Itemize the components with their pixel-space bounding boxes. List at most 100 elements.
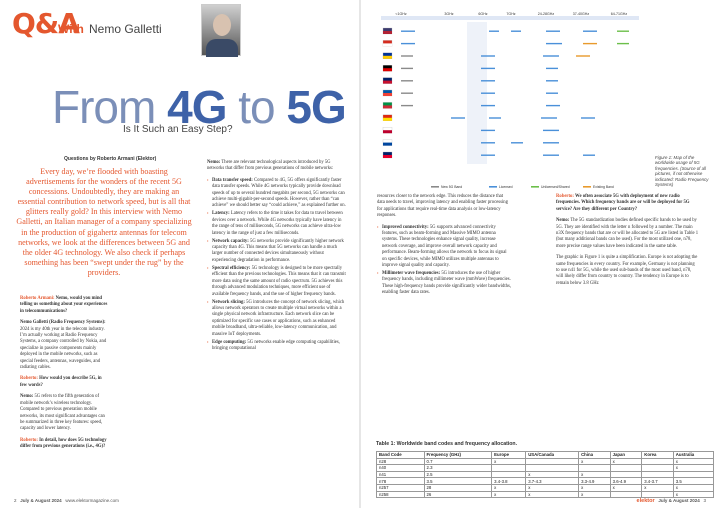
scale-label: 3GHz <box>444 12 453 16</box>
band-bar <box>543 55 559 57</box>
title-prefix: From <box>52 81 168 133</box>
right-page: <1GHz 3GHz 6GHz 7GHz 24-28GHz 37-40GHz 64-71GH… <box>361 0 720 508</box>
table-body: n28 0.7 x x x x n40 2.3 x n41 2.5 x x n78 3.5 3.4-3.8 3.… <box>376 457 715 499</box>
legend-label: New 5G Band <box>441 185 462 189</box>
list-item-text: 5G networks enable edge computing capabi… <box>212 339 340 351</box>
band-bar <box>401 30 415 32</box>
frequency-scale: <1GHz 3GHz 6GHz 7GHz 24-28GHz 37-40GHz 64-71GH… <box>381 12 639 164</box>
list-item-text: 5G introduces the use of higher frequenc… <box>382 271 512 296</box>
magazine-url[interactable]: www.elektormagazine.com <box>65 498 119 503</box>
scale-label: 7GHz <box>506 12 515 16</box>
flag-stripe <box>383 55 392 59</box>
band-bar <box>481 55 495 57</box>
question-4: Roberto: We often associate 5G with depl… <box>556 194 699 213</box>
band-bar <box>583 30 597 32</box>
band-bar <box>546 92 558 94</box>
list-item: Spectral efficiency: 5G technology is de… <box>207 266 347 298</box>
feature-list-cont: Improved connectivity: 5G supports advan… <box>377 225 511 297</box>
page-title: From 4G to 5G <box>52 81 347 133</box>
question-4-text: We often associate 5G with deployment of… <box>556 194 690 212</box>
issue-left: July & August 2024 <box>20 498 62 503</box>
table-row: n78 3.5 3.4-3.8 3.7-4.3 3.3-4.9 3.6-4.9 3.4-3.… <box>376 477 715 485</box>
table-cell: n257 <box>376 483 425 492</box>
table-cell: x <box>609 457 643 466</box>
band-bar <box>546 80 558 82</box>
table-cell: 3.4-3.8 <box>491 477 527 485</box>
answer-1-text: 2024 is my 40th year in the telecom indu… <box>20 326 107 371</box>
table-cell: x <box>672 490 715 499</box>
table-caption: Table 1: Worldwide band codes and freque… <box>376 441 518 447</box>
question-3-text: In detail, how does 5G technology differ… <box>20 437 107 450</box>
table-cell: x <box>525 490 580 499</box>
answer-1-speaker: Nemo Galletti (Radio Frequency Systems): <box>20 320 106 326</box>
table-cell <box>609 490 643 499</box>
table-row: n40 2.3 x <box>376 464 715 472</box>
band-bar <box>543 142 559 144</box>
band-bar <box>617 42 629 45</box>
list-item: Network capacity: 5G networks provide si… <box>207 239 347 265</box>
legend-swatch <box>531 186 539 188</box>
table-cell: x <box>578 470 611 479</box>
scale-label: 6GHz <box>478 12 487 16</box>
title-4g: 4G <box>167 81 227 133</box>
band-bar <box>401 67 413 70</box>
band-bar <box>583 154 595 156</box>
answer-2-text: 5G refers to the fifth generation of mob… <box>20 394 105 432</box>
footer-left: 2 July & August 2024 www.elektormagazine… <box>14 498 119 503</box>
table-cell <box>641 457 674 466</box>
author-name: Nemo Galletti <box>89 22 162 36</box>
list-item-text: Latency refers to the time it takes for … <box>212 211 343 236</box>
scale-label: 37-40GHz <box>573 12 590 16</box>
table-cell: x <box>578 483 611 492</box>
band-bar <box>481 92 495 94</box>
table-cell: x <box>491 457 527 466</box>
country-row <box>382 40 629 47</box>
band-bar <box>481 129 495 132</box>
title-5g: 5G <box>286 81 346 133</box>
flag-stripe <box>383 93 392 96</box>
table-cell: n28 <box>376 457 425 466</box>
portrait-face <box>213 14 231 36</box>
table-header-cell: Japan <box>609 451 643 459</box>
table-cell <box>491 464 527 472</box>
band-bar <box>481 67 495 70</box>
band-bar <box>543 154 559 156</box>
band-table: Band Code Frequency (GHz) Europe USA/Canada… <box>376 451 715 499</box>
table-cell <box>525 464 580 472</box>
table-row: n258 26 x x x x <box>376 490 715 499</box>
question-1-speaker: Roberto Armani: <box>20 296 55 301</box>
page-gutter <box>359 0 361 508</box>
list-item: Network slicing: 5G introduces the conce… <box>207 300 347 338</box>
highlight-column <box>467 22 487 164</box>
list-item: Data transfer speed: Compared to 4G, 5G … <box>207 178 347 210</box>
table-cell: n258 <box>376 490 425 499</box>
question-2-text: How would you describe 5G, in few words? <box>20 376 102 388</box>
legend-label: Existing Band <box>593 185 614 189</box>
table-cell <box>609 470 643 479</box>
scale-label: <1GHz <box>395 12 406 16</box>
band-bar <box>546 42 562 45</box>
scale-label: 64-71GHz <box>611 12 628 16</box>
table-cell: x <box>578 490 611 499</box>
question-2: Roberto: How would you describe 5G, in f… <box>20 376 109 389</box>
question-3: Roberto: In detail, how does 5G technolo… <box>20 438 109 451</box>
table-cell: x <box>491 483 527 492</box>
list-item: Millimeter wave frequencies: 5G introduc… <box>377 271 511 297</box>
band-bar <box>401 42 415 45</box>
country-rows <box>382 27 629 159</box>
scale-label: 24-28GHz <box>538 12 555 16</box>
band-bar <box>401 55 413 57</box>
table-cell: 2.3 <box>423 464 493 472</box>
page-number-right: 3 <box>703 498 706 503</box>
list-item-text: 5G technology is designed to be more spe… <box>212 265 346 297</box>
col3-lead: resources closer to the network edge. Th… <box>377 194 508 219</box>
table-cell: x <box>641 483 674 492</box>
band-bar <box>511 142 523 144</box>
table-cell: x <box>609 483 643 492</box>
list-item-term: Network slicing: <box>212 299 245 305</box>
band-bar <box>481 104 495 107</box>
footer-right: elektor July & August 2024 3 <box>637 498 706 504</box>
answer-4-text: The 5G standardization bodies defined sp… <box>556 218 699 249</box>
legend-swatch <box>583 186 591 188</box>
column-4: Roberto: We often associate 5G with depl… <box>556 194 699 292</box>
